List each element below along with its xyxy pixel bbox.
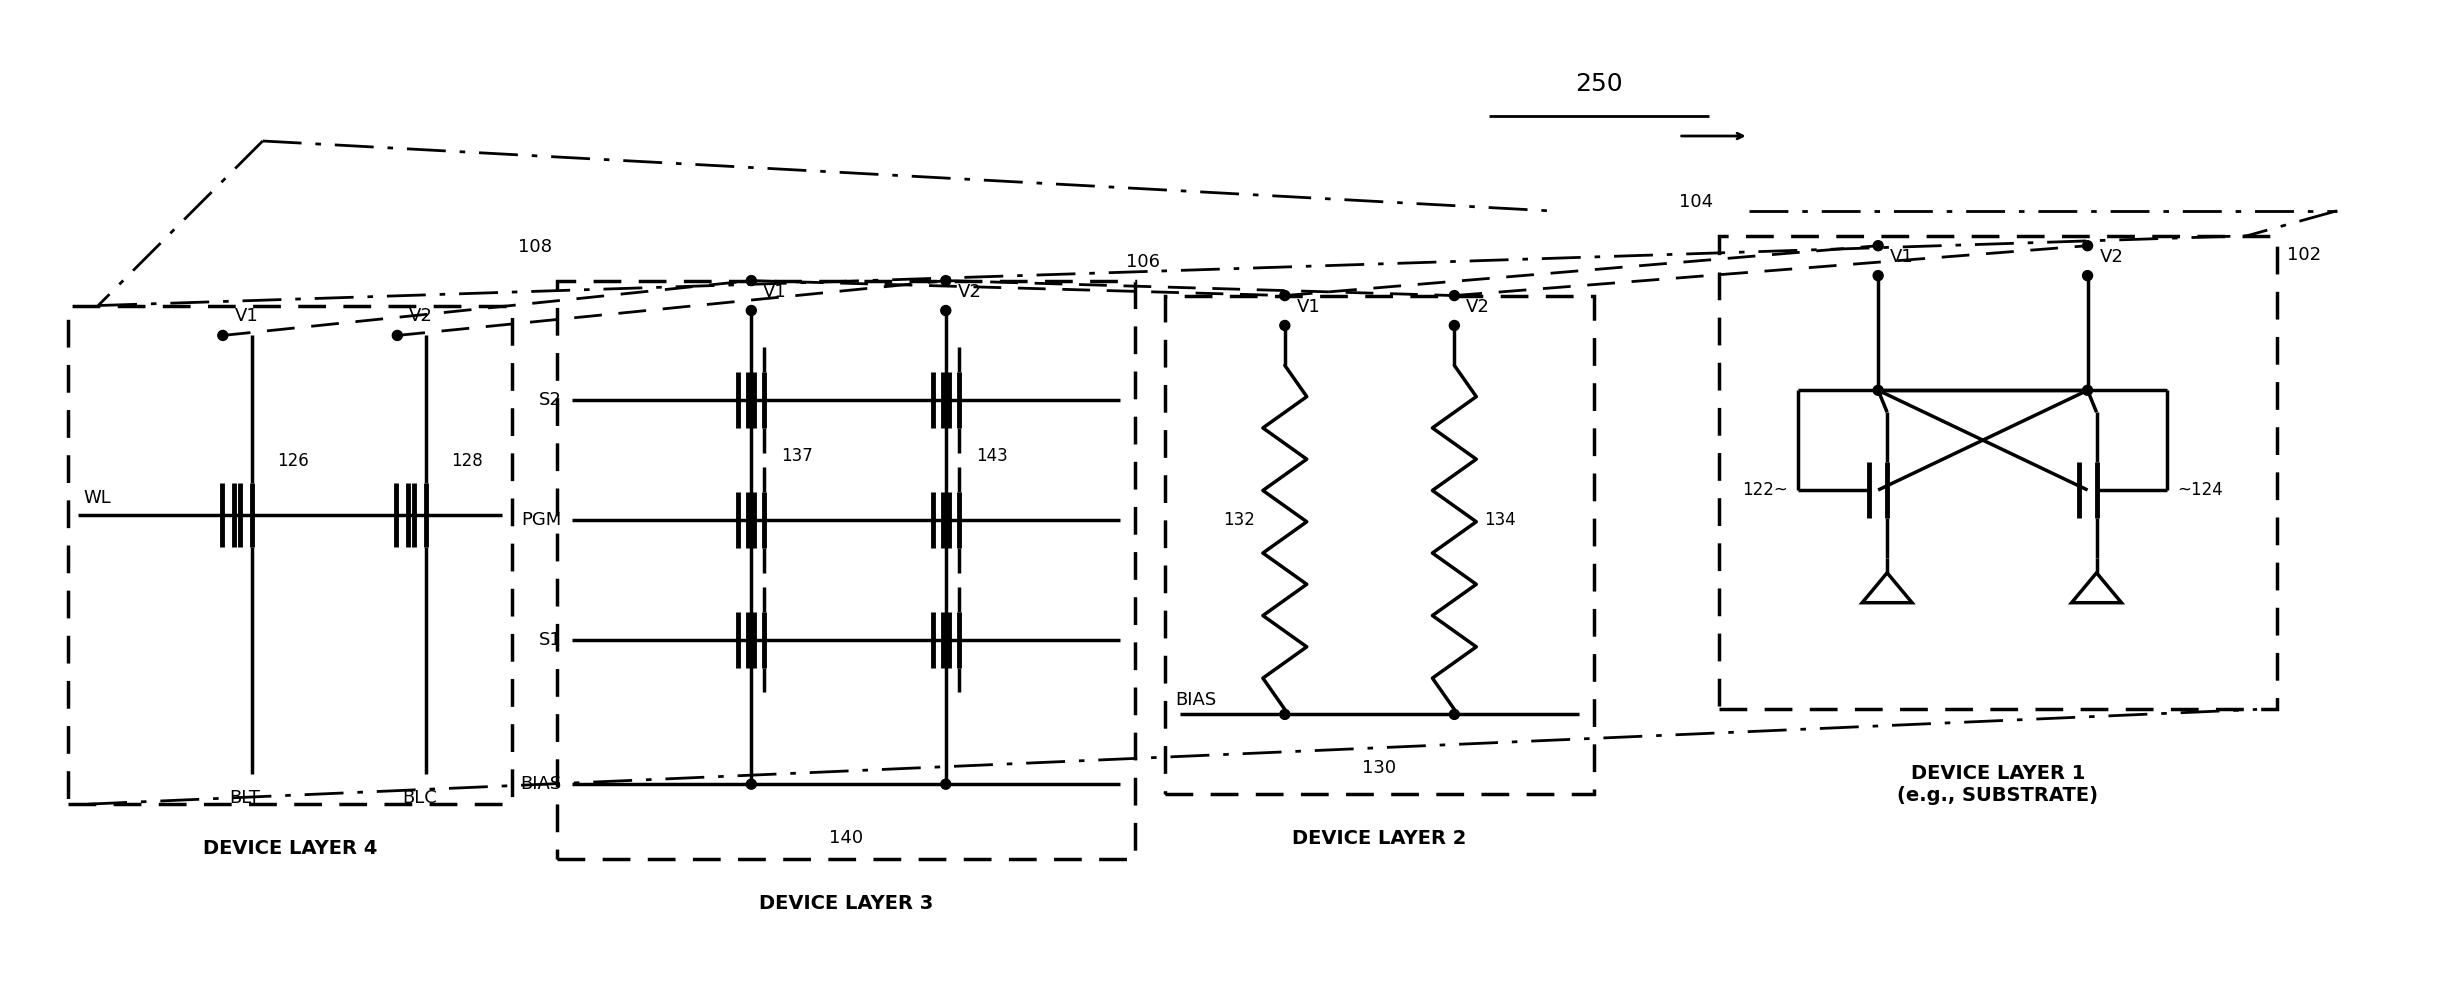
Circle shape [2082, 270, 2092, 280]
Text: DEVICE LAYER 3: DEVICE LAYER 3 [760, 894, 934, 913]
Circle shape [745, 275, 755, 285]
Circle shape [941, 275, 951, 285]
Text: 126: 126 [276, 452, 308, 470]
Text: V2: V2 [958, 282, 982, 301]
Circle shape [393, 331, 403, 341]
Text: BIAS: BIAS [1176, 691, 1217, 710]
Circle shape [745, 306, 755, 316]
Circle shape [1281, 291, 1290, 301]
Text: 140: 140 [829, 829, 863, 847]
Text: V2: V2 [1466, 298, 1491, 316]
Circle shape [218, 331, 227, 341]
Text: V1: V1 [1889, 248, 1914, 265]
Text: 106: 106 [1127, 252, 1161, 270]
Text: ~124: ~124 [2178, 481, 2224, 499]
Circle shape [745, 779, 755, 789]
Circle shape [1872, 385, 1884, 395]
Text: V1: V1 [763, 282, 787, 301]
Circle shape [2082, 241, 2092, 250]
Text: 108: 108 [518, 238, 552, 255]
Text: V2: V2 [408, 308, 433, 326]
Text: 128: 128 [452, 452, 484, 470]
Text: BLT: BLT [230, 789, 259, 807]
Text: 102: 102 [2288, 246, 2322, 263]
Text: 250: 250 [1574, 72, 1623, 96]
Text: 134: 134 [1484, 511, 1515, 529]
Text: 122~: 122~ [1743, 481, 1789, 499]
Circle shape [1449, 710, 1459, 720]
Circle shape [1449, 291, 1459, 301]
Text: 137: 137 [782, 447, 814, 465]
Text: V2: V2 [2099, 248, 2124, 265]
Circle shape [1281, 321, 1290, 331]
Text: S1: S1 [540, 631, 562, 648]
Text: 130: 130 [1361, 759, 1396, 777]
Circle shape [1872, 270, 1884, 280]
Text: DEVICE LAYER 4: DEVICE LAYER 4 [203, 840, 376, 858]
Text: S2: S2 [540, 391, 562, 409]
Text: 132: 132 [1222, 511, 1254, 529]
Circle shape [2082, 385, 2092, 395]
Text: WL: WL [83, 489, 110, 507]
Text: 104: 104 [1679, 193, 1713, 211]
Text: BIAS: BIAS [521, 775, 562, 793]
Circle shape [1872, 241, 1884, 250]
Circle shape [1281, 710, 1290, 720]
Text: DEVICE LAYER 1
(e.g., SUBSTRATE): DEVICE LAYER 1 (e.g., SUBSTRATE) [1897, 764, 2099, 805]
Circle shape [1449, 321, 1459, 331]
Text: 143: 143 [975, 447, 1007, 465]
Text: V1: V1 [1298, 298, 1320, 316]
Text: PGM: PGM [521, 511, 562, 529]
Text: BLC: BLC [401, 789, 437, 807]
Text: DEVICE LAYER 2: DEVICE LAYER 2 [1293, 829, 1466, 848]
Circle shape [941, 306, 951, 316]
Circle shape [941, 779, 951, 789]
Text: V1: V1 [235, 308, 259, 326]
